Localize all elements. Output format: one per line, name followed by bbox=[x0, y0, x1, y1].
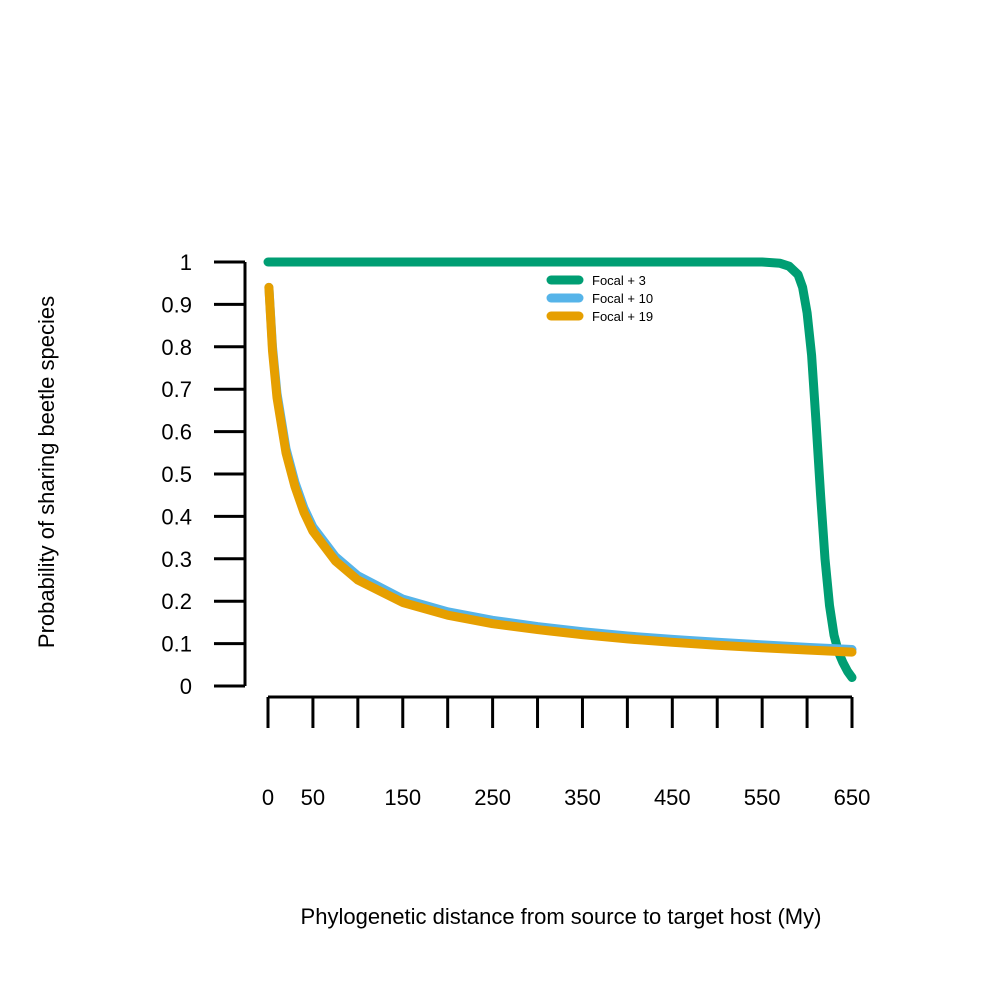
series-line-3 bbox=[264, 282, 857, 657]
y-tick-label: 0.3 bbox=[161, 547, 192, 572]
y-tick-label: 1 bbox=[180, 250, 192, 275]
x-tick-label: 150 bbox=[384, 785, 421, 810]
legend: Focal + 3 Focal + 10 Focal + 19 bbox=[546, 273, 653, 324]
y-tick-label: 0.6 bbox=[161, 420, 192, 445]
y-tick-label: 0.8 bbox=[161, 335, 192, 360]
series-layer bbox=[263, 257, 857, 682]
y-axis: 0 0.1 0.2 0.3 0.4 0.5 0.6 0.7 0.8 0.9 1 bbox=[161, 250, 247, 699]
y-tick-label: 0.9 bbox=[161, 292, 192, 317]
y-tick-label: 0.2 bbox=[161, 589, 192, 614]
y-tick-label: 0 bbox=[180, 674, 192, 699]
x-axis-title: Phylogenetic distance from source to tar… bbox=[301, 904, 822, 929]
x-tick-label: 650 bbox=[834, 785, 871, 810]
legend-label: Focal + 10 bbox=[592, 291, 653, 306]
x-tick-label: 550 bbox=[744, 785, 781, 810]
y-axis-title: Probability of sharing beetle species bbox=[34, 296, 59, 648]
series-line-1 bbox=[263, 257, 857, 682]
y-tick-label: 0.7 bbox=[161, 377, 192, 402]
series-line-2 bbox=[264, 282, 857, 654]
y-tick-label: 0.4 bbox=[161, 504, 192, 529]
x-tick-label: 0 bbox=[262, 785, 274, 810]
legend-label: Focal + 19 bbox=[592, 309, 653, 324]
x-tick-label: 450 bbox=[654, 785, 691, 810]
x-tick-label: 350 bbox=[564, 785, 601, 810]
x-tick-label: 250 bbox=[474, 785, 511, 810]
x-axis: 0 50 150 250 350 450 550 650 bbox=[262, 695, 871, 810]
x-tick-label: 50 bbox=[301, 785, 325, 810]
y-tick-label: 0.1 bbox=[161, 632, 192, 657]
legend-label: Focal + 3 bbox=[592, 273, 646, 288]
y-tick-label: 0.5 bbox=[161, 462, 192, 487]
